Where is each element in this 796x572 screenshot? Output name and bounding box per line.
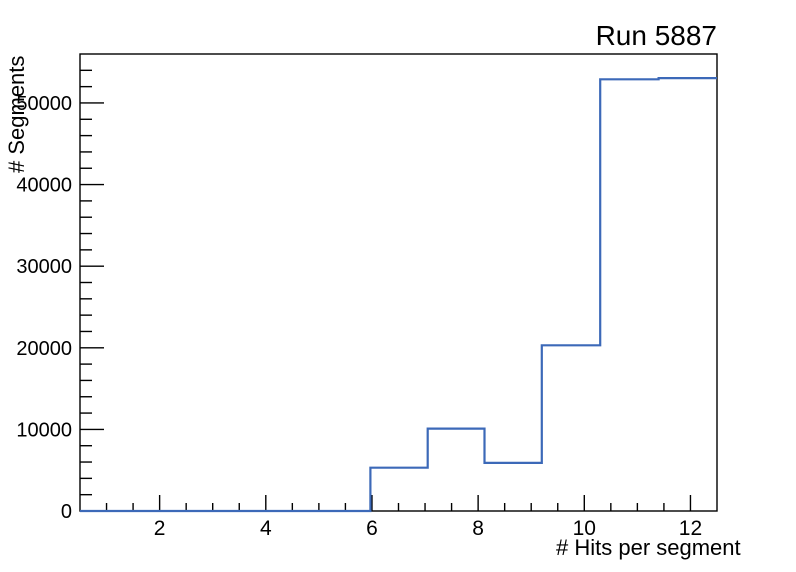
svg-text:2: 2: [154, 517, 166, 540]
svg-text:6: 6: [366, 517, 378, 540]
y-tick-labels: 0 10000 20000 30000 40000 50000: [16, 93, 72, 523]
svg-text:30000: 30000: [16, 256, 72, 278]
svg-text:12: 12: [679, 517, 702, 540]
svg-text:4: 4: [260, 517, 272, 540]
x-axis-title: # Hits per segment: [556, 535, 741, 560]
y-axis-title: # Segments: [4, 55, 29, 173]
svg-text:20000: 20000: [16, 338, 72, 360]
histogram-line: [80, 77, 717, 513]
svg-text:10: 10: [573, 517, 596, 540]
x-tick-labels: 2 4 6 8 10 12: [154, 517, 702, 540]
svg-text:0: 0: [61, 501, 72, 523]
y-axis-ticks: [80, 69, 104, 512]
svg-text:40000: 40000: [16, 175, 72, 197]
chart-title: Run 5887: [595, 20, 717, 51]
svg-text:10000: 10000: [16, 419, 72, 441]
plot-frame: [79, 53, 718, 512]
svg-text:50000: 50000: [16, 93, 72, 115]
x-axis-ticks: [105, 495, 692, 511]
svg-text:8: 8: [472, 517, 484, 540]
